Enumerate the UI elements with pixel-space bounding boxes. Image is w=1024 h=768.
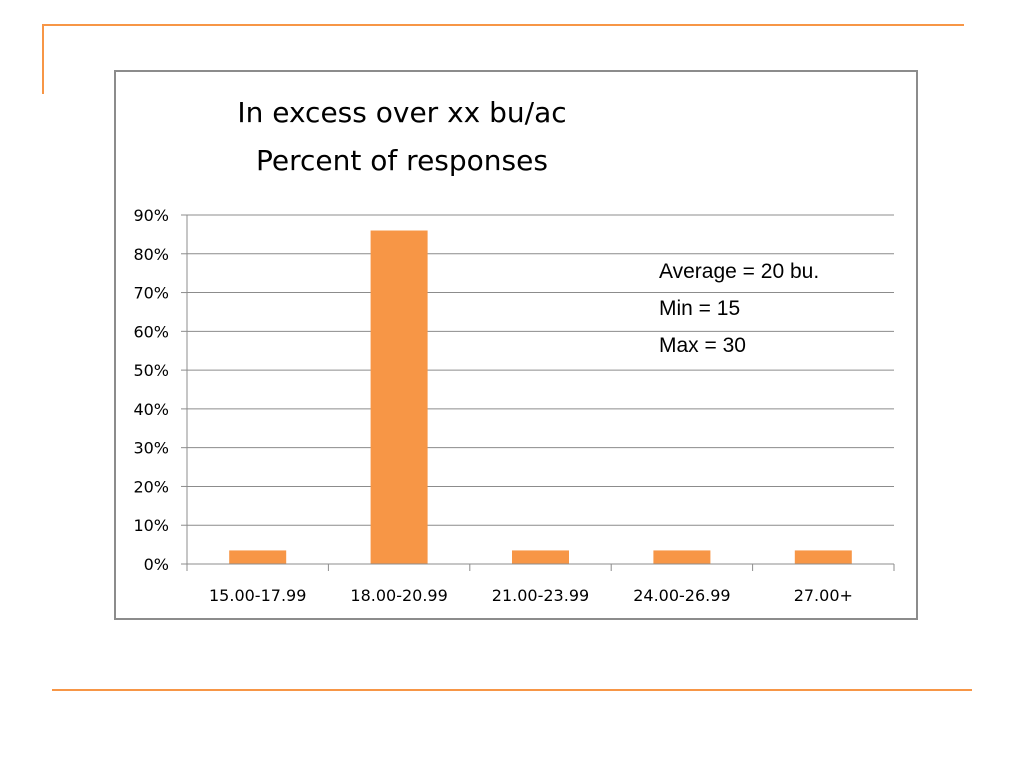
y-tick-label: 70%: [133, 284, 169, 303]
y-tick-label: 10%: [133, 516, 169, 535]
chart-frame: [114, 70, 918, 620]
left-accent-line: [42, 24, 44, 94]
bar: [229, 550, 287, 564]
bar: [370, 230, 428, 564]
annotation-average: Average = 20 bu.: [659, 260, 820, 283]
bar: [512, 550, 569, 564]
bar: [653, 550, 711, 564]
y-tick-label: 80%: [133, 245, 169, 264]
x-tick-label: 21.00-23.99: [492, 586, 589, 605]
x-tick-label: 18.00-20.99: [350, 586, 447, 605]
chart-title-line-1: In excess over xx bu/ac: [237, 96, 567, 129]
x-tick-label: 24.00-26.99: [633, 586, 730, 605]
y-tick-label: 30%: [133, 439, 169, 458]
x-tick-label: 27.00+: [794, 586, 853, 605]
bottom-accent-line: [52, 689, 972, 691]
y-tick-label: 60%: [133, 322, 169, 341]
y-tick-label: 90%: [133, 206, 169, 225]
y-tick-label: 50%: [133, 361, 169, 380]
x-tick-label: 15.00-17.99: [209, 586, 306, 605]
annotation-max: Max = 30: [659, 334, 746, 357]
y-tick-label: 20%: [133, 477, 169, 496]
y-tick-label: 0%: [144, 555, 169, 574]
bar: [794, 550, 852, 564]
y-tick-label: 40%: [133, 400, 169, 419]
chart-title-line-2: Percent of responses: [256, 144, 548, 177]
annotation-min: Min = 15: [659, 297, 741, 320]
top-accent-line: [42, 24, 964, 26]
